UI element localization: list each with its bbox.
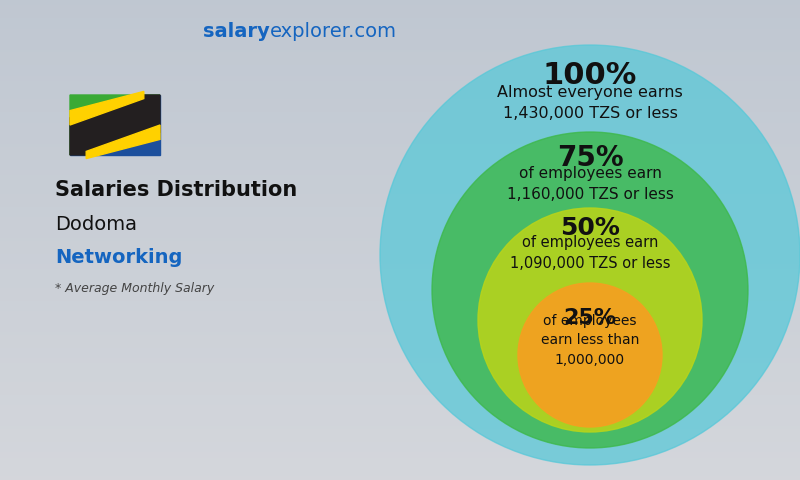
Text: of employees earn
1,160,000 TZS or less: of employees earn 1,160,000 TZS or less	[506, 166, 674, 202]
Text: 50%: 50%	[560, 216, 620, 240]
Polygon shape	[70, 95, 160, 155]
Text: * Average Monthly Salary: * Average Monthly Salary	[55, 282, 214, 295]
Text: of employees earn
1,090,000 TZS or less: of employees earn 1,090,000 TZS or less	[510, 235, 670, 271]
Text: 100%: 100%	[543, 60, 637, 89]
Circle shape	[518, 283, 662, 427]
Polygon shape	[86, 125, 160, 158]
Text: explorer.com: explorer.com	[270, 22, 397, 41]
Circle shape	[380, 45, 800, 465]
Circle shape	[478, 208, 702, 432]
Text: Almost everyone earns
1,430,000 TZS or less: Almost everyone earns 1,430,000 TZS or l…	[497, 84, 683, 121]
Text: of employees
earn less than
1,000,000: of employees earn less than 1,000,000	[541, 313, 639, 367]
Polygon shape	[70, 95, 160, 155]
Text: Salaries Distribution: Salaries Distribution	[55, 180, 298, 200]
Text: 25%: 25%	[563, 308, 617, 328]
Text: Dodoma: Dodoma	[55, 215, 137, 234]
Text: salary: salary	[203, 22, 270, 41]
Polygon shape	[70, 91, 144, 125]
Text: Networking: Networking	[55, 248, 182, 267]
Text: 75%: 75%	[557, 144, 623, 172]
Polygon shape	[70, 95, 160, 155]
Circle shape	[432, 132, 748, 448]
